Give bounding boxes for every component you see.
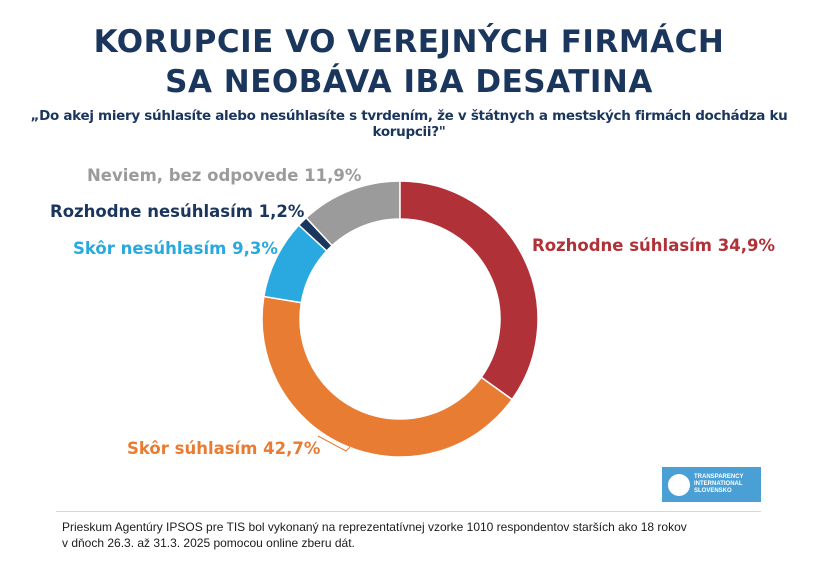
logo-text: TRANSPARENCY (694, 474, 744, 480)
transparency-international-logo: TRANSPARENCY INTERNATIONAL SLOVENSKO (662, 467, 761, 502)
footer-note-line-1: Prieskum Agentúry IPSOS pre TIS bol vyko… (62, 520, 687, 534)
chart-subtitle: „Do akej miery súhlasíte alebo nesúhlasí… (30, 108, 788, 140)
footer-divider (56, 511, 761, 512)
data-label-rozhodne-nesuhlasim: Rozhodne nesúhlasím 1,2% (50, 202, 305, 221)
title-line-1: KORUPCIE VO VEREJNÝCH FIRMÁCH (93, 24, 725, 60)
donut-slice-1 (261, 295, 514, 458)
data-label-skor-nesuhlasim: Skôr nesúhlasím 9,3% (73, 239, 278, 258)
logo-figure-icon (668, 473, 690, 496)
footer-note-line-2: v dňoch 26.3. až 31.3. 2025 pomocou onli… (62, 536, 355, 550)
data-label-skor-suhlasim: Skôr súhlasím 42,7% (127, 439, 321, 458)
donut-slice-2 (262, 224, 328, 304)
logo-text: INTERNATIONAL (694, 481, 743, 487)
data-label-neviem: Neviem, bez odpovede 11,9% (87, 166, 362, 185)
chart-title: KORUPCIE VO VEREJNÝCH FIRMÁCH SA NEOBÁVA… (0, 22, 818, 102)
logo-text: SLOVENSKO (694, 488, 732, 494)
data-label-rozhodne-suhlasim: Rozhodne súhlasím 34,9% (532, 236, 775, 255)
donut-slice-0 (399, 180, 539, 401)
footer-note: Prieskum Agentúry IPSOS pre TIS bol vyko… (62, 519, 762, 551)
title-line-2: SA NEOBÁVA IBA DESATINA (165, 64, 653, 100)
leader-line (317, 435, 351, 452)
